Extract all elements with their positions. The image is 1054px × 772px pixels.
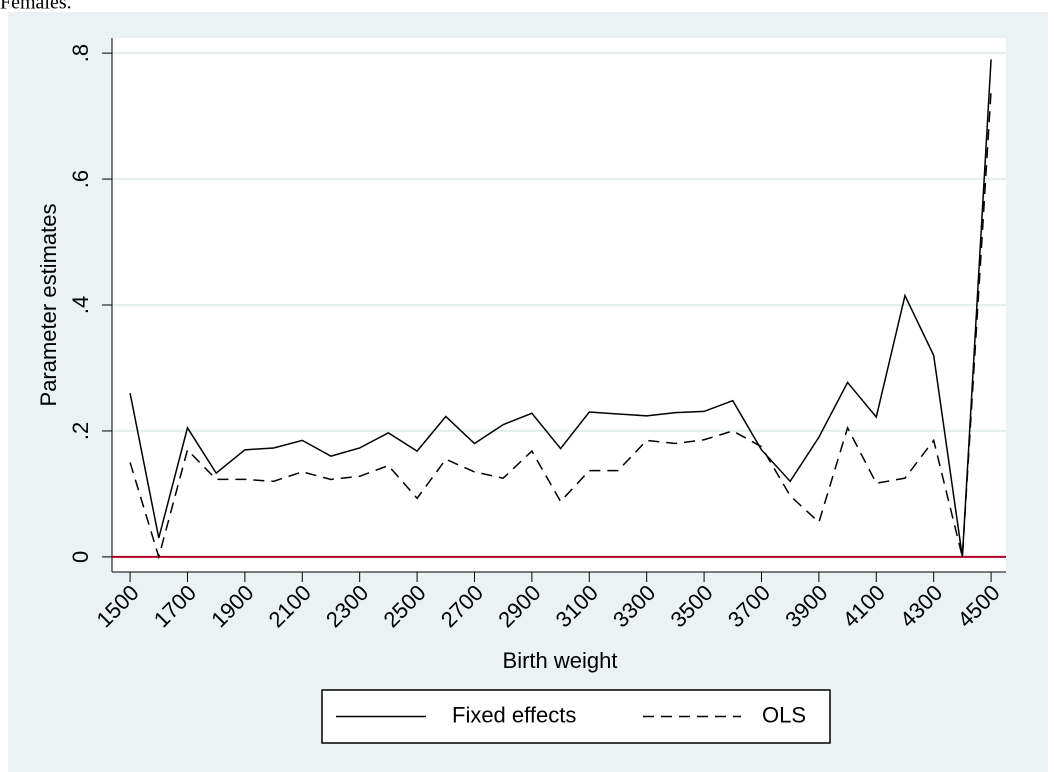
y-tick-label: 0: [68, 551, 93, 563]
series-line: [129, 59, 992, 557]
x-axis-title: Birth weight: [503, 648, 618, 673]
y-axis-title: Parameter estimates: [36, 204, 61, 407]
y-tick-label: .2: [68, 422, 93, 440]
series-line: [129, 90, 992, 560]
y-tick-label: .4: [68, 296, 93, 314]
legend-label: Fixed effects: [452, 702, 576, 727]
legend-label: OLS: [762, 702, 806, 727]
y-tick-label: .6: [68, 170, 93, 188]
y-tick-label: .8: [68, 44, 93, 62]
chart-title: Females.: [0, 0, 72, 14]
